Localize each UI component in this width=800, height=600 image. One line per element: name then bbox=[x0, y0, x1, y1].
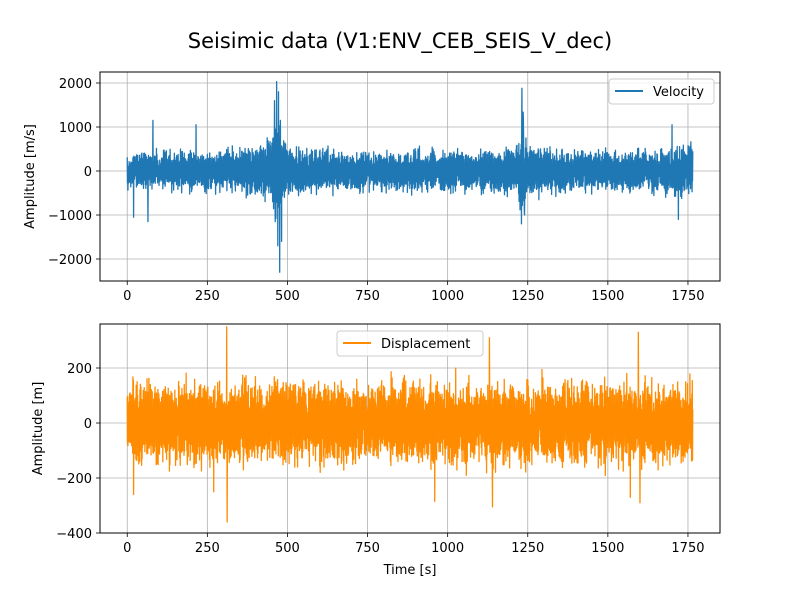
velocity-x-tick-label: 1750 bbox=[671, 289, 704, 304]
velocity-x-tick-label: 250 bbox=[195, 289, 220, 304]
displacement-axes-frame bbox=[99, 323, 721, 534]
displacement-legend-box bbox=[336, 330, 484, 357]
velocity-series-line bbox=[126, 81, 694, 273]
displacement-x-tick-label: 0 bbox=[123, 541, 131, 556]
velocity-legend-box bbox=[608, 78, 715, 105]
displacement-series-line bbox=[126, 326, 694, 523]
chart-title: Seisimic data (V1:ENV_CEB_SEIS_V_dec) bbox=[188, 29, 613, 54]
velocity-y-axis-label: Amplitude [m/s] bbox=[23, 124, 38, 229]
displacement-y-tick-label: 200 bbox=[67, 362, 92, 377]
displacement-y-tick-label: 0 bbox=[84, 417, 92, 432]
displacement-panel: 0 250 500 750 1000 1250 1500 1750 −400 −200 0 200 A… bbox=[31, 323, 721, 578]
displacement-x-tick-label: 500 bbox=[275, 541, 300, 556]
displacement-ticks: 0 250 500 750 1000 1250 1500 1750 −400 −200 0 200 bbox=[56, 362, 704, 556]
velocity-x-tick-label: 0 bbox=[123, 289, 131, 304]
velocity-x-tick-label: 1500 bbox=[591, 289, 624, 304]
velocity-y-tick-label: −2000 bbox=[48, 253, 92, 268]
velocity-legend-label: Velocity bbox=[653, 85, 704, 100]
velocity-y-tick-label: −1000 bbox=[48, 209, 92, 224]
displacement-x-tick-label: 750 bbox=[355, 541, 380, 556]
velocity-y-tick-label: 1000 bbox=[59, 121, 92, 136]
displacement-x-tick-label: 250 bbox=[195, 541, 220, 556]
displacement-x-tick-label: 1250 bbox=[511, 541, 544, 556]
displacement-y-tick-label: −400 bbox=[56, 527, 92, 542]
displacement-y-tick-label: −200 bbox=[56, 472, 92, 487]
displacement-x-axis-label: Time [s] bbox=[383, 563, 437, 578]
displacement-series-group bbox=[126, 326, 694, 523]
displacement-x-tick-label: 1750 bbox=[671, 541, 704, 556]
displacement-y-axis-label: Amplitude [m] bbox=[31, 382, 46, 476]
displacement-legend-label: Displacement bbox=[381, 337, 470, 352]
velocity-x-tick-label: 1250 bbox=[511, 289, 544, 304]
displacement-x-tick-label: 1500 bbox=[591, 541, 624, 556]
velocity-panel: 0 250 500 750 1000 1250 1500 1750 −2000 −1000 0 100… bbox=[23, 71, 721, 304]
velocity-legend: Velocity bbox=[608, 78, 715, 105]
displacement-legend: Displacement bbox=[336, 330, 484, 357]
velocity-series-group bbox=[126, 81, 694, 273]
velocity-y-tick-label: 0 bbox=[84, 165, 92, 180]
velocity-y-tick-label: 2000 bbox=[59, 77, 92, 92]
velocity-ticks: 0 250 500 750 1000 1250 1500 1750 −2000 −1000 0 100… bbox=[48, 77, 704, 304]
displacement-x-tick-label: 1000 bbox=[431, 541, 464, 556]
velocity-x-tick-label: 1000 bbox=[431, 289, 464, 304]
velocity-axes-frame bbox=[99, 71, 721, 282]
velocity-x-tick-label: 500 bbox=[275, 289, 300, 304]
velocity-x-tick-label: 750 bbox=[355, 289, 380, 304]
